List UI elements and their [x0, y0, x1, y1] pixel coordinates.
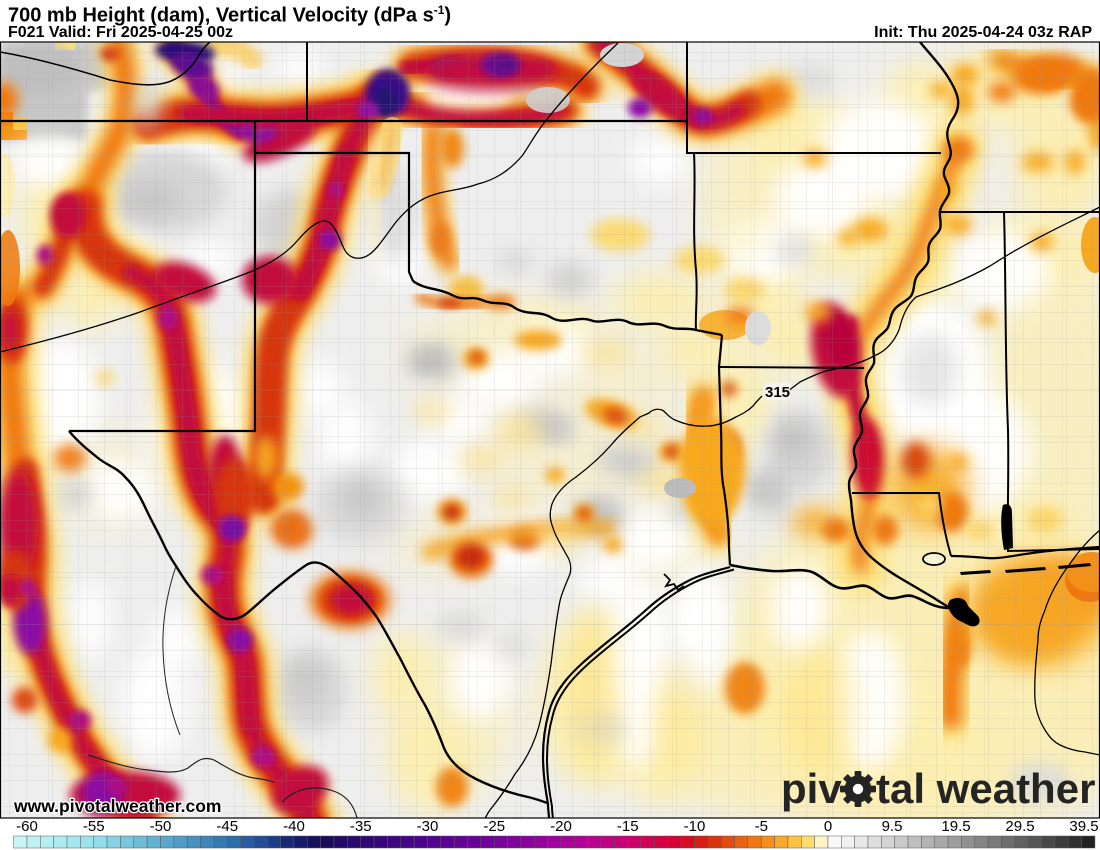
svg-text:-15: -15 — [617, 818, 639, 835]
svg-text:19.5: 19.5 — [941, 818, 970, 835]
svg-text:-40: -40 — [283, 818, 305, 835]
svg-text:-25: -25 — [483, 818, 505, 835]
svg-text:315: 315 — [765, 384, 790, 401]
svg-text:39.5: 39.5 — [1069, 818, 1098, 835]
svg-text:-45: -45 — [216, 818, 238, 835]
svg-text:-50: -50 — [150, 818, 172, 835]
svg-text:-35: -35 — [350, 818, 372, 835]
svg-text:-20: -20 — [550, 818, 572, 835]
svg-text:29.5: 29.5 — [1005, 818, 1034, 835]
svg-text:-30: -30 — [417, 818, 439, 835]
svg-text:-10: -10 — [684, 818, 706, 835]
svg-text:-60: -60 — [16, 818, 38, 835]
svg-text:9.5: 9.5 — [882, 818, 903, 835]
svg-text:-55: -55 — [83, 818, 105, 835]
svg-text:tal weather: tal weather — [876, 765, 1095, 812]
svg-text:www.pivotalweather.com: www.pivotalweather.com — [13, 796, 221, 816]
svg-text:0: 0 — [824, 818, 832, 835]
svg-text:-5: -5 — [755, 818, 768, 835]
svg-text:piv: piv — [781, 765, 842, 812]
